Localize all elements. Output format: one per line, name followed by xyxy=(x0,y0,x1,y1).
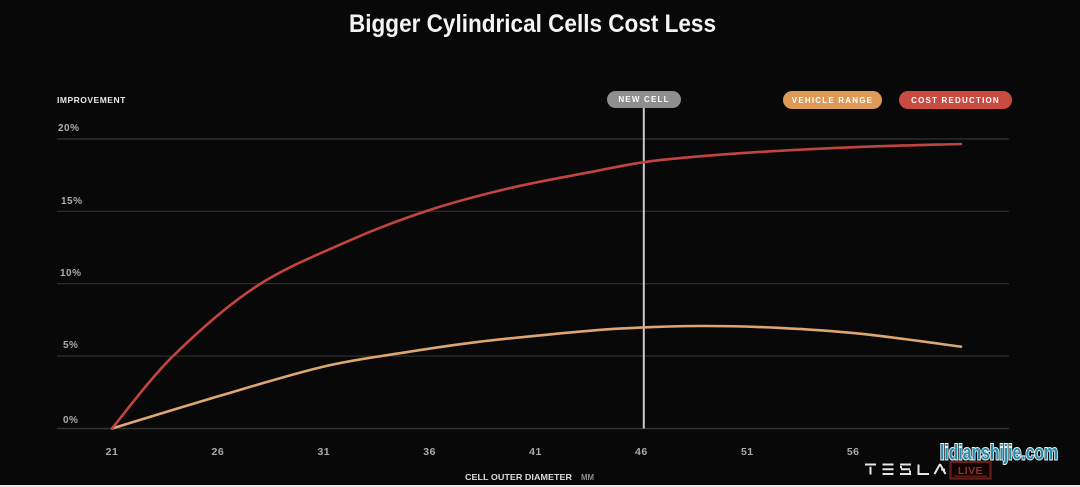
svg-text:CELL OUTER DIAMETER: CELL OUTER DIAMETER xyxy=(465,472,572,482)
svg-text:20%: 20% xyxy=(58,123,80,134)
svg-text:LIVE: LIVE xyxy=(958,465,983,477)
svg-text:10%: 10% xyxy=(60,268,82,279)
svg-text:0%: 0% xyxy=(63,415,78,426)
svg-text:41: 41 xyxy=(529,446,542,458)
svg-text:26: 26 xyxy=(212,446,225,458)
svg-text:36: 36 xyxy=(423,446,436,458)
svg-text:Bigger Cylindrical Cells Cost: Bigger Cylindrical Cells Cost Less xyxy=(349,10,716,38)
svg-text:56: 56 xyxy=(847,446,860,458)
svg-text:21: 21 xyxy=(106,446,119,458)
svg-text:15%: 15% xyxy=(61,196,83,207)
svg-text:46: 46 xyxy=(635,446,648,458)
svg-text:MM: MM xyxy=(581,472,594,482)
svg-text:5%: 5% xyxy=(63,340,78,351)
svg-text:51: 51 xyxy=(741,446,754,458)
svg-text:lidianshijie.com: lidianshijie.com xyxy=(940,442,1058,465)
svg-text:IMPROVEMENT: IMPROVEMENT xyxy=(57,95,126,105)
svg-text:31: 31 xyxy=(317,446,330,458)
